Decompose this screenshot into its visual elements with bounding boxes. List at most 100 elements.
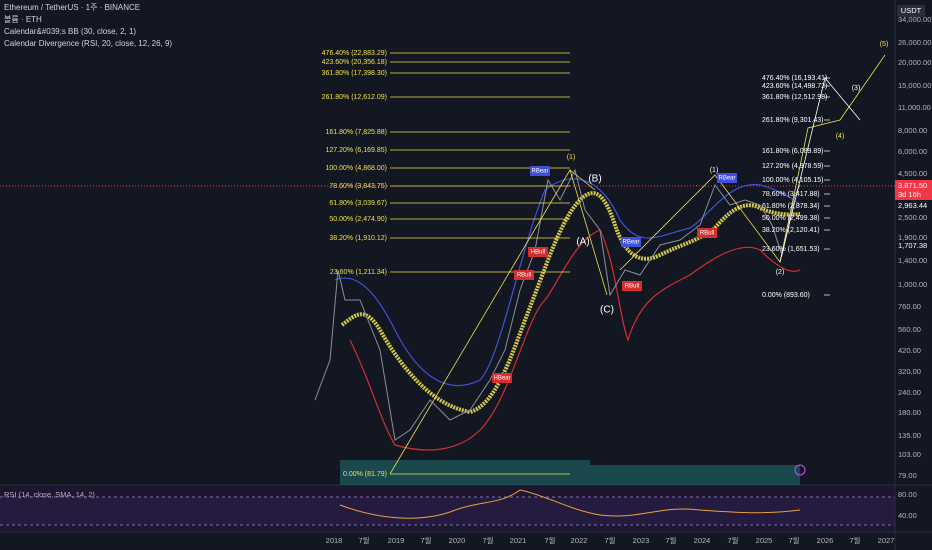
header-symbol: Ethereum / TetherUS · 1주 · BINANCE	[4, 3, 140, 12]
rsi-label: 80.00	[898, 490, 917, 499]
price-label: 1,000.00	[898, 280, 927, 289]
fib-label: 476.40% (16,193.41)	[762, 75, 827, 82]
bb-upper	[334, 178, 801, 387]
signal-label: RBear	[531, 169, 548, 175]
fib-label: 23.60% (1,211.34)	[330, 269, 387, 276]
fib-label: 261.80% (12,612.09)	[322, 94, 387, 101]
signal-bg	[528, 247, 548, 257]
price-label: 8,000.00	[898, 126, 927, 135]
rsi-title: RSI (14, close, SMA, 14, 2)	[4, 490, 95, 499]
price-label: 11,000.00	[898, 103, 931, 112]
fib-label: 161.80% (6,089.89)	[762, 148, 824, 155]
price-label: 4,500.00	[898, 169, 927, 178]
price-label: 79.00	[898, 471, 917, 480]
signal-bg	[492, 373, 512, 383]
fib-label: 61.80% (2,878.34)	[762, 203, 820, 210]
fib-label: 23.60% (1,651.53)	[762, 246, 820, 253]
price-label: 420.00	[898, 346, 921, 355]
fib-label: 38.20% (2,120.41)	[762, 227, 820, 234]
fib-label: 100.00% (4,105.15)	[762, 177, 824, 184]
price-label: 26,000.00	[898, 38, 931, 47]
time-label: 2025	[756, 536, 773, 545]
header-indicator_div: Calendar Divergence (RSI, 20, close, 12,…	[4, 39, 172, 48]
fib-label: 78.60% (3,417.88)	[762, 191, 820, 198]
fib-label: 423.60% (20,356.18)	[322, 59, 387, 66]
time-label: 7월	[604, 535, 615, 545]
price-label: 760.00	[898, 302, 921, 311]
time-label: 7월	[420, 535, 431, 545]
signal-bg	[717, 173, 737, 183]
wave-label: (B)	[588, 174, 601, 185]
time-label: 2022	[571, 536, 588, 545]
signal-bg	[514, 270, 534, 280]
time-label: 2019	[388, 536, 405, 545]
price-label: 240.00	[898, 388, 921, 397]
signal-label: RBull	[700, 231, 714, 237]
time-label: 2020	[449, 536, 466, 545]
header-volume: 볼륨 · ETH	[4, 14, 42, 24]
fib-label: 61.80% (3,039.67)	[329, 200, 387, 207]
fib-label: 0.00% (893.60)	[762, 292, 810, 299]
wave-lines	[389, 54, 886, 475]
signal-bg	[621, 237, 641, 247]
signal-label: HBull	[531, 250, 545, 256]
fib-label: 423.60% (14,498.72)	[762, 83, 827, 90]
fib-label: 476.40% (22,883.29)	[322, 50, 387, 57]
signal-label: RBear	[622, 240, 639, 246]
last-price-bg	[895, 180, 932, 192]
wave-label: (C)	[600, 305, 614, 316]
fib-label: 127.20% (6,169.85)	[326, 147, 388, 154]
rsi-label: 40.00	[898, 511, 917, 520]
signal-label: RBull	[517, 273, 531, 279]
fib-label: 78.60% (3,843.75)	[329, 183, 387, 190]
price-label: 320.00	[898, 367, 921, 376]
wave-label: (3)	[852, 85, 861, 92]
fib-label: 100.00% (4,868.00)	[326, 165, 388, 172]
marker: 1,707.38	[898, 241, 927, 250]
volume	[340, 460, 800, 485]
time-label: 2024	[694, 536, 711, 545]
time-label: 7월	[358, 535, 369, 545]
wave-label: (A)	[576, 237, 589, 248]
time-label: 2023	[633, 536, 650, 545]
signal-bg	[530, 166, 550, 176]
time-label: 2021	[510, 536, 527, 545]
time-label: 2027	[878, 536, 895, 545]
price-path	[314, 168, 801, 441]
time-label: 7월	[727, 535, 738, 545]
fib-label: 38.20% (1,910.12)	[329, 235, 387, 242]
event-icon	[794, 464, 806, 476]
time-label: 7월	[665, 535, 676, 545]
price-label: 1,400.00	[898, 256, 927, 265]
time-label: 7월	[544, 535, 555, 545]
countdown: 3d 16h	[898, 190, 921, 199]
signal-label: HBear	[493, 376, 510, 382]
marker: 2,963.44	[898, 201, 927, 210]
price-label: 1,900.00	[898, 233, 927, 242]
fib-label: 261.80% (9,301.43)	[762, 117, 824, 124]
currency: USDT	[901, 6, 922, 15]
header-indicator_bb: Calendar&#039;s BB (30, close, 2, 1)	[4, 27, 136, 36]
wave-label: (5)	[880, 41, 889, 48]
price-label: 135.00	[898, 431, 921, 440]
time-label: 7월	[788, 535, 799, 545]
fib-label: 50.00% (2,499.38)	[762, 215, 820, 222]
wave-label: (1)	[710, 167, 719, 174]
price-label: 2,500.00	[898, 213, 927, 222]
wave-label: (2)	[776, 269, 785, 276]
fib-label: 0.00% (81.79)	[343, 471, 387, 478]
price-label: 34,000.00	[898, 15, 931, 24]
time-label: 7월	[849, 535, 860, 545]
price-label: 180.00	[898, 408, 921, 417]
fib-label: 361.80% (17,398.30)	[322, 70, 387, 77]
fib-label: 50.00% (2,474.90)	[329, 216, 387, 223]
signal-bg	[697, 228, 717, 238]
rsi-band	[0, 497, 895, 525]
time-label: 2026	[817, 536, 834, 545]
fib-label: 127.20% (4,978.59)	[762, 163, 824, 170]
signal-label: RBear	[718, 176, 735, 182]
wave-label: (4)	[836, 133, 845, 140]
signal-bg	[622, 281, 642, 291]
